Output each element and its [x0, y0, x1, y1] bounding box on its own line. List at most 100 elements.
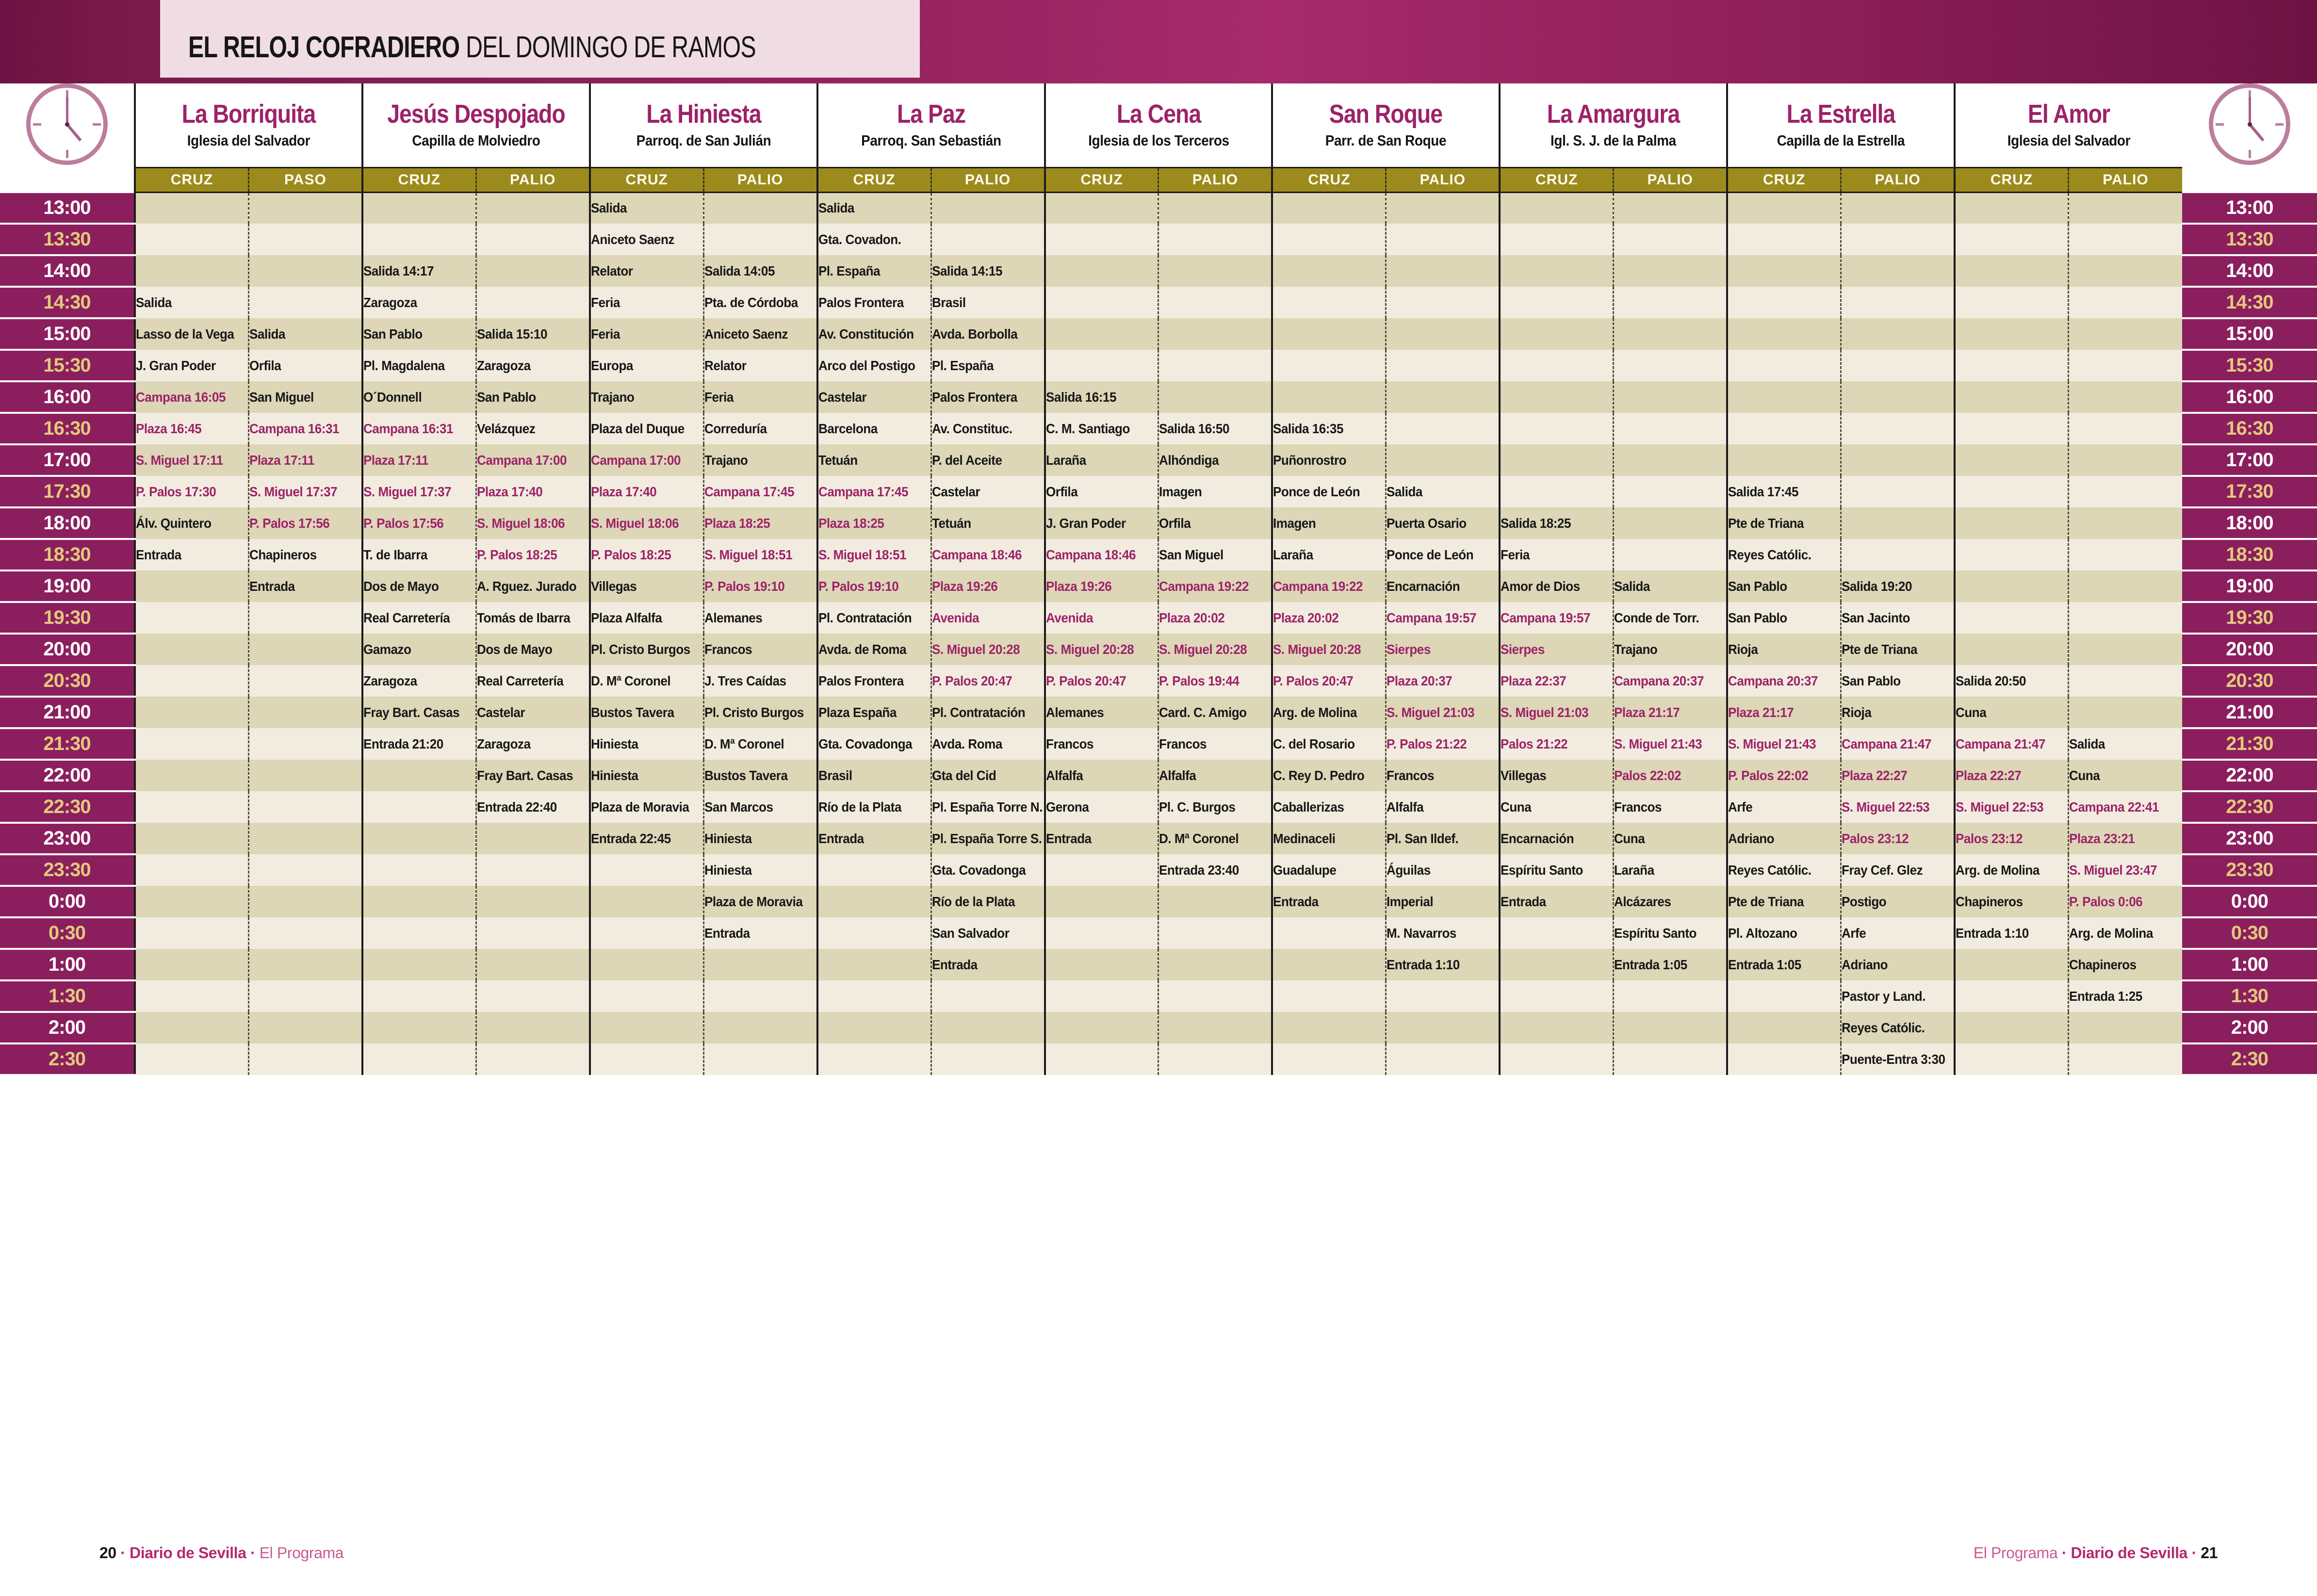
cell-text: S. Miguel 20:28: [1045, 641, 1134, 657]
cell-text: Hiniesta: [704, 862, 752, 878]
schedule-cell: Plaza 23:21: [2067, 823, 2182, 854]
schedule-cell: Relator: [702, 350, 817, 381]
cell-text: Entrada 1:25: [2069, 988, 2142, 1004]
schedule-cell: [247, 980, 362, 1012]
cell-text: Plaza 22:37: [1501, 673, 1566, 688]
schedule-cell: Amor de Dios: [1499, 570, 1614, 602]
cell-text: Francos: [1045, 736, 1094, 751]
cell-text: Sierpes: [1387, 641, 1431, 657]
cell-text: C. M. Santiago: [1045, 421, 1130, 436]
schedule-cell: Adriano: [1840, 949, 1955, 980]
schedule-cell: Avda. de Roma: [816, 634, 931, 665]
schedule-cell: Alemanes: [702, 602, 817, 634]
schedule-cell: [2067, 602, 2182, 634]
schedule-cell: [475, 1012, 590, 1043]
cell-text: San Marcos: [704, 799, 773, 814]
table-row: 13:00 Salida Salida 13:00: [0, 191, 2317, 225]
col-header-cruz-5: CRUZ: [1044, 166, 1158, 193]
schedule-table-head: La Borriquita Iglesia del Salvador Jesús D…: [0, 83, 2317, 193]
schedule-cell: Guadalupe: [1271, 854, 1386, 886]
cell-text: Plaza 17:40: [590, 484, 657, 499]
cell-text: Chapineros: [1956, 894, 2023, 909]
schedule-cell: Entrada: [1044, 823, 1158, 854]
schedule-cell: [1613, 539, 1728, 570]
schedule-cell: Salida: [2067, 728, 2182, 760]
schedule-cell: [247, 949, 362, 980]
cell-text: Campana 17:00: [590, 452, 681, 468]
cell-text: Trajano: [704, 452, 748, 468]
brotherhood-church: Parroq. de San Julián: [636, 132, 771, 149]
cell-text: Pl. España Torre S.: [931, 831, 1042, 846]
cell-text: Entrada 22:40: [476, 799, 557, 814]
cell-text: Francos: [704, 641, 752, 657]
schedule-cell: Entrada 22:40: [475, 791, 590, 823]
schedule-cell: Orfila: [247, 350, 362, 381]
schedule-cell: Alemanes: [1044, 697, 1158, 728]
table-row: 13:30 Aniceto Saenz Gta. Covadon. 13:30: [0, 223, 2317, 256]
footer-right-sep1: ·: [2057, 1544, 2071, 1562]
cell-text: Plaza de Moravia: [704, 894, 803, 909]
schedule-cell: Campana 19:57: [1499, 602, 1614, 634]
schedule-cell: Caballerizas: [1271, 791, 1386, 823]
schedule-cell: [1613, 381, 1728, 413]
cell-text: Av. Constituc.: [931, 421, 1012, 436]
schedule-cell: Chapineros: [1954, 886, 2069, 917]
schedule-cell: [1613, 192, 1728, 224]
schedule-cell: S. Miguel 18:51: [702, 539, 817, 570]
schedule-cell: Laraña: [1044, 444, 1158, 476]
schedule-cell: S. Miguel 22:53: [1840, 791, 1955, 823]
schedule-cell: [1158, 350, 1273, 381]
brotherhood-header-9: El Amor Iglesia del Salvador: [1954, 83, 2182, 167]
schedule-cell: [247, 1043, 362, 1075]
cell-text: S. Miguel 22:53: [1842, 799, 1930, 814]
cell-text: Plaza 20:37: [1387, 673, 1452, 688]
cell-text: Adriano: [1728, 831, 1775, 846]
schedule-cell: [1044, 854, 1158, 886]
time-label-left: 22:30: [0, 790, 135, 824]
cell-text: Avda. Borbolla: [931, 326, 1017, 342]
schedule-cell: Gta. Covadonga: [930, 854, 1045, 886]
schedule-cell: [1726, 287, 1841, 318]
schedule-cell: [1271, 980, 1386, 1012]
cell-text: Europa: [590, 358, 633, 373]
cell-text: Pte de Triana: [1728, 894, 1804, 909]
schedule-cell: Plaza 20:37: [1385, 665, 1500, 697]
schedule-cell: [1840, 444, 1955, 476]
schedule-cell: Palos Frontera: [816, 665, 931, 697]
schedule-cell: Entrada: [1499, 886, 1614, 917]
cell-text: Reyes Católic.: [1728, 862, 1811, 878]
schedule-cell: Zaragoza: [475, 350, 590, 381]
schedule-cell: Francos: [1044, 728, 1158, 760]
schedule-cell: [1271, 917, 1386, 949]
schedule-cell: Campana 21:47: [1954, 728, 2069, 760]
time-label-left: 15:00: [0, 317, 135, 351]
schedule-cell: Arg. de Molina: [1271, 697, 1386, 728]
schedule-cell: Gta. Covadon.: [816, 224, 931, 255]
schedule-cell: [1044, 917, 1158, 949]
schedule-cell: Correduría: [702, 413, 817, 444]
schedule-table-wrapper: La Borriquita Iglesia del Salvador Jesús D…: [0, 83, 2317, 1076]
cell-text: Campana 17:00: [476, 452, 567, 468]
schedule-cell: [930, 1043, 1045, 1075]
schedule-cell: Campana 16:05: [133, 381, 249, 413]
schedule-cell: Puñonrostro: [1271, 444, 1386, 476]
schedule-cell: [133, 255, 249, 287]
col-header-cruz-3: CRUZ: [588, 166, 704, 193]
schedule-cell: [247, 697, 362, 728]
schedule-cell: Salida: [588, 192, 704, 224]
schedule-cell: [1499, 444, 1614, 476]
schedule-cell: Trajano: [588, 381, 704, 413]
cell-text: Amor de Dios: [1501, 578, 1580, 594]
cell-text: Pl. Cristo Burgos: [590, 641, 690, 657]
schedule-cell: [1499, 949, 1614, 980]
cell-text: Campana 20:37: [1614, 673, 1704, 688]
cell-text: Orfila: [1045, 484, 1078, 499]
cell-text: Salida 20:50: [1956, 673, 2026, 688]
table-row: 22:30 Entrada 22:40 Plaza de Moravia San Ma…: [0, 790, 2317, 824]
schedule-cell: [1385, 1043, 1500, 1075]
time-label-left: 21:00: [0, 696, 135, 729]
schedule-cell: [1499, 1043, 1614, 1075]
schedule-cell: S. Miguel 18:06: [588, 507, 704, 539]
time-label-left: 0:30: [0, 916, 135, 950]
cell-text: Villegas: [1501, 767, 1547, 783]
